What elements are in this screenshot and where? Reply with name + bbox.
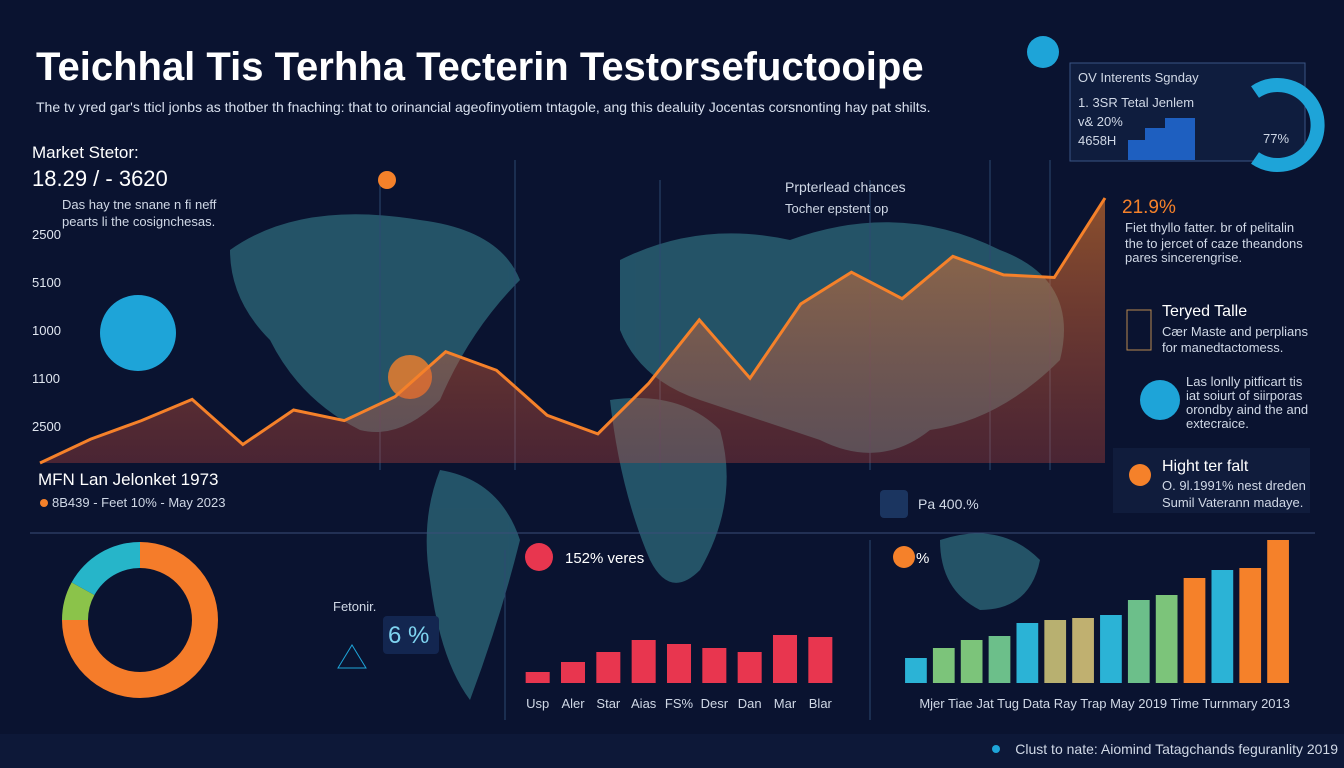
bar-chart-title: 152% veres xyxy=(565,550,644,567)
x-tick-label: Star xyxy=(596,696,621,711)
chart-icon xyxy=(893,546,915,568)
panel-title: Hight ter falt xyxy=(1162,458,1249,475)
bar xyxy=(1239,568,1262,683)
charts: Usp Aler Star Aias FS% Desr Dan Mar Blar xyxy=(39,197,1289,711)
x-tick-label: Dan xyxy=(738,696,762,711)
side-label: 2500 xyxy=(32,227,61,242)
panel-line: orondby aind the and xyxy=(1186,402,1308,417)
panel-line: iat soiurt of siirporas xyxy=(1186,388,1303,403)
footer: Clust to nate: Aiomind Tatagchands fegur… xyxy=(1015,741,1338,757)
mfn-title: MFN Lan Jelonket 1973 xyxy=(38,470,219,489)
panel-line: Fiet thyllo fatter. br of pelitalin xyxy=(1125,220,1294,235)
x-tick-label: Aias xyxy=(631,696,657,711)
badge: Pa 400.% xyxy=(918,496,979,512)
market-line: pearts li the cosignchesas. xyxy=(62,214,215,229)
bar xyxy=(737,652,762,683)
bar xyxy=(1211,570,1234,683)
x-tick-label: Blar xyxy=(809,696,833,711)
panel-icon xyxy=(1129,464,1151,486)
panel-line: for manedtactomess. xyxy=(1162,340,1283,355)
panel-line: Sumil Vaterann madaye. xyxy=(1162,495,1303,510)
bar xyxy=(560,662,586,683)
donut-slice xyxy=(62,542,218,698)
panel-icon xyxy=(1126,309,1152,351)
warning-icon xyxy=(337,644,367,669)
chart-icon xyxy=(525,543,553,571)
bar xyxy=(631,640,656,683)
decor-dot xyxy=(1027,36,1059,68)
bar xyxy=(596,652,621,683)
side-label: 1100 xyxy=(32,371,60,386)
card-steps xyxy=(1128,118,1195,160)
bar xyxy=(1072,618,1094,683)
donut-slice xyxy=(62,582,95,620)
card-gauge xyxy=(1251,78,1325,172)
mfn-detail: 8B439 - Feet 10% - May 2023 xyxy=(52,495,225,510)
market-line: Das hay tne snane n fi neff xyxy=(62,197,217,212)
bullet xyxy=(40,499,48,507)
bar xyxy=(808,637,833,683)
map-note-sub: Tocher epstent op xyxy=(785,201,888,216)
bar xyxy=(1016,623,1039,683)
side-label: 2500 xyxy=(32,419,61,434)
dollar-icon xyxy=(100,295,176,371)
panel-line: pares sincerengrise. xyxy=(1125,250,1242,265)
card-line: 1. 3SR Tetal Jenlem xyxy=(1078,95,1194,110)
side-labels: 2500 5100 1000 1100 2500 xyxy=(32,227,61,434)
pin xyxy=(378,171,396,189)
bar xyxy=(1100,615,1122,683)
bar xyxy=(1183,578,1206,683)
panel-line: Las lonlly pitficart tis xyxy=(1186,374,1303,389)
bar xyxy=(960,640,983,683)
panel-line: the to jercet of caze theandons xyxy=(1125,236,1303,251)
x-tick-label: Desr xyxy=(701,696,729,711)
bar xyxy=(1155,595,1178,683)
fetonir-label: Fetonir. xyxy=(333,599,376,614)
donut-slice xyxy=(71,542,140,595)
bar xyxy=(988,636,1011,683)
panel-line: Cær Maste and perplians xyxy=(1162,324,1308,339)
bar xyxy=(525,672,550,683)
line xyxy=(39,197,1107,465)
bar xyxy=(905,658,927,683)
subtitle: The tv yred gar's tticl jonbs as thotber… xyxy=(36,99,931,115)
map-note-title: Prpterlead chances xyxy=(785,179,906,195)
panel-line: O. 9l.1991% nest dreden xyxy=(1162,478,1306,493)
x-axis-label: Mjer Tiae Jat Tug Data Ray Trap May 2019… xyxy=(919,696,1290,711)
panel-title: 21.9% xyxy=(1122,197,1176,218)
bar xyxy=(932,648,955,683)
fetonir-value: 6 % xyxy=(388,622,429,649)
card-line: 4658H xyxy=(1078,133,1116,148)
x-tick-label: Usp xyxy=(526,696,549,711)
bar xyxy=(702,648,727,683)
badge-icon xyxy=(880,490,908,518)
card-line: v& 20% xyxy=(1078,114,1123,129)
line-area xyxy=(40,198,1105,463)
market-label: Market Stetor: xyxy=(32,143,139,162)
side-label: 1000 xyxy=(32,323,61,338)
bar xyxy=(772,635,798,683)
bullet xyxy=(992,745,1000,753)
bar xyxy=(1267,540,1289,683)
x-tick-label: Aler xyxy=(561,696,585,711)
fetonir-box xyxy=(383,616,439,654)
bar xyxy=(666,644,692,683)
bar-chart-title: % xyxy=(916,550,929,567)
card-percent: 77% xyxy=(1263,131,1289,146)
bar xyxy=(1044,620,1067,683)
market-value: 18.29 / - 3620 xyxy=(32,166,168,191)
panel-icon xyxy=(1140,380,1180,420)
x-tick-label: FS% xyxy=(665,696,694,711)
side-label: 5100 xyxy=(32,275,61,290)
panel-line: extecraice. xyxy=(1186,416,1249,431)
footer-bar xyxy=(0,734,1344,768)
x-tick-label: Mar xyxy=(774,696,797,711)
title: Teichhal Tis Terhha Tecterin Testorsefuc… xyxy=(36,45,924,89)
bar xyxy=(1127,600,1150,683)
panel-title: Teryed Talle xyxy=(1162,303,1247,320)
card-title: OV Interents Sgnday xyxy=(1078,70,1199,85)
